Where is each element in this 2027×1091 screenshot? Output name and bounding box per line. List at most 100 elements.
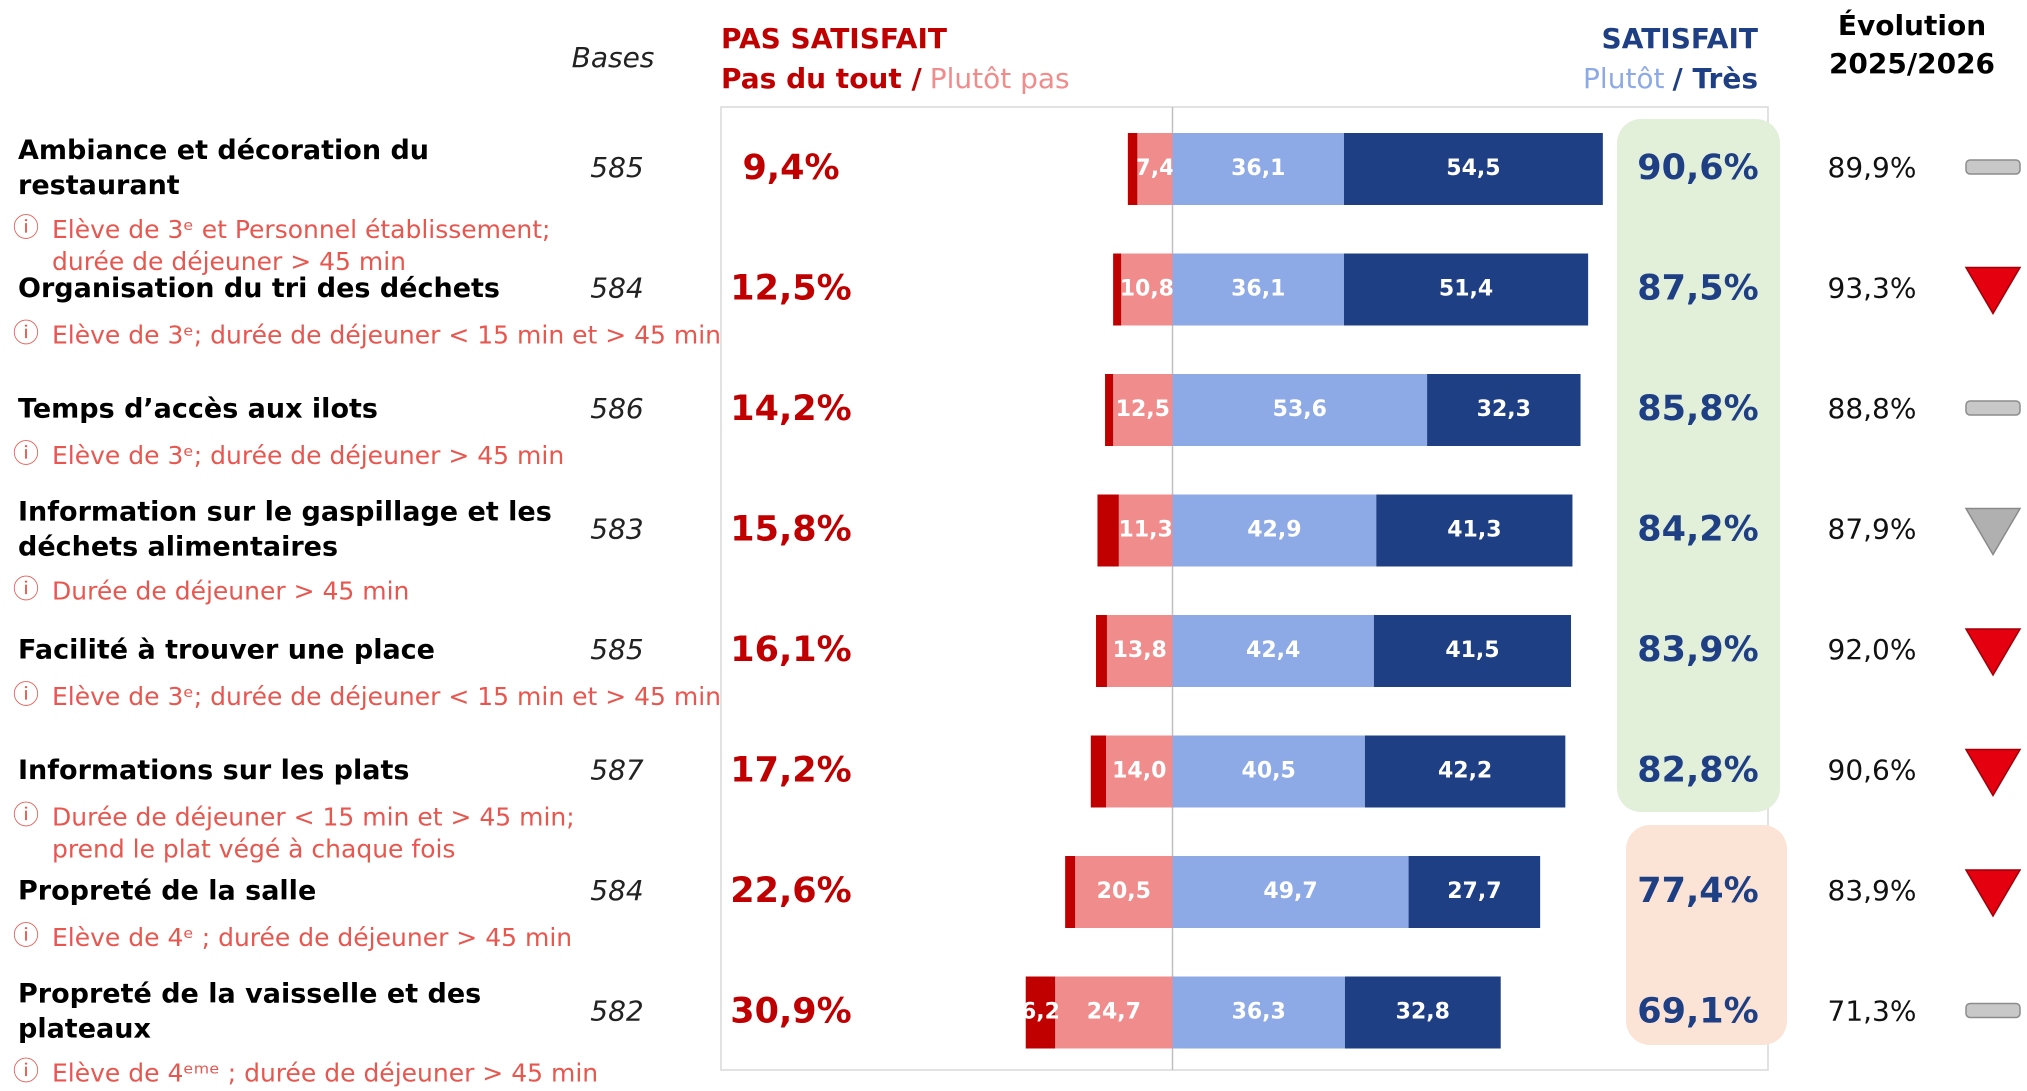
legend-entry: Plutôt [1583, 62, 1665, 95]
bar-label: 42,9 [1247, 518, 1301, 543]
row-label: Organisation du tri des déchets [18, 273, 500, 304]
satisfied-total: 82,8% [1637, 751, 1758, 791]
bar-label: 53,6 [1273, 397, 1327, 422]
note: Elève de 4ᵉ ; durée de déjeuner > 45 min [52, 923, 572, 952]
bar-label: 51,4 [1439, 277, 1493, 302]
bar-segment [1172, 615, 1374, 687]
note: Elève de 3ᵉ; durée de déjeuner < 15 min … [52, 682, 721, 711]
satisfied-total: 85,8% [1637, 389, 1758, 429]
bar-segment [1427, 374, 1581, 446]
base: 582 [590, 995, 643, 1028]
bar-segment [1343, 253, 1589, 326]
satisfied-total: 87,5% [1637, 269, 1758, 309]
bar-segment [1172, 133, 1344, 205]
row-label: plateaux [18, 1014, 151, 1045]
dissatisfied-total: 15,8% [730, 510, 851, 550]
base: 587 [590, 754, 644, 787]
bar-segment [1364, 735, 1566, 808]
bar-segment [1097, 494, 1119, 567]
dissatisfied-total: 14,2% [730, 389, 851, 429]
dissatisfied-subheader: Pas du tout / Plutôt pas [721, 62, 1070, 95]
bar-label: 11,3 [1119, 518, 1173, 543]
row-label: restaurant [18, 170, 180, 201]
bar-segment [1172, 735, 1365, 808]
bar-label: 27,7 [1447, 879, 1501, 904]
legend-entry: / Très [1673, 62, 1758, 95]
dissatisfied-total: 22,6% [730, 871, 851, 911]
bar-segment [1113, 374, 1173, 446]
previous-value: 90,6% [1828, 754, 1917, 787]
bar-label: 41,5 [1445, 638, 1499, 663]
bar-segment [1172, 856, 1409, 928]
evolution-icon [1965, 400, 2021, 416]
bar-label: 12,5 [1116, 397, 1170, 422]
bar-segment [1373, 615, 1572, 687]
legend-entry: Pas du tout / [721, 62, 922, 95]
bar-label: 13,8 [1113, 638, 1167, 663]
row-label: Facilité à trouver une place [18, 635, 435, 666]
evolution-icon [1964, 266, 2022, 315]
evolution-icon [1964, 869, 2022, 918]
bar-segment [1105, 374, 1114, 446]
evolution-icon [1964, 628, 2022, 677]
evolution-header: Évolution [1838, 8, 1986, 42]
satisfied-total: 69,1% [1637, 992, 1758, 1032]
bar-label: 6,2 [1021, 1000, 1060, 1025]
previous-value: 92,0% [1828, 633, 1917, 666]
bar-segment [1172, 494, 1377, 567]
bar-label: 49,7 [1263, 879, 1317, 904]
bar-segment [1137, 133, 1173, 205]
bar-segment [1075, 856, 1173, 928]
note: Elève de 3ᵉ; durée de déjeuner < 15 min … [52, 321, 721, 350]
previous-value: 83,9% [1828, 874, 1917, 907]
evolution-icon [1965, 1002, 2021, 1019]
base: 584 [590, 874, 643, 907]
bar-segment [1106, 735, 1173, 808]
evolution-icon [1964, 748, 2022, 797]
note-icon: ⓘ [13, 440, 39, 470]
bar-label: 14,0 [1112, 759, 1166, 784]
evolution-header: 2025/2026 [1829, 47, 1995, 80]
bar-segment [1344, 976, 1501, 1049]
bar-label: 41,3 [1447, 518, 1501, 543]
evolution-icon [1964, 507, 2022, 556]
bar-segment [1376, 494, 1573, 567]
bar-label: 10,8 [1120, 277, 1174, 302]
previous-value: 89,9% [1828, 151, 1917, 184]
bar-segment [1121, 253, 1173, 326]
bar-label: 36,1 [1231, 277, 1285, 302]
base: 583 [590, 513, 643, 546]
dissatisfied-total: 12,5% [730, 269, 851, 309]
bar-segment [1096, 615, 1107, 687]
satisfied-total: 84,2% [1637, 510, 1758, 550]
satisfied-total: 77,4% [1637, 871, 1758, 911]
previous-value: 93,3% [1828, 272, 1917, 305]
bar-label: 24,7 [1087, 1000, 1141, 1025]
satisfied-highlight [1617, 119, 1780, 812]
satisfied-total: 83,9% [1637, 630, 1758, 670]
note-icon: ⓘ [13, 801, 39, 831]
note: durée de déjeuner > 45 min [52, 247, 406, 276]
note: Durée de déjeuner < 15 min et > 45 min; [52, 803, 575, 832]
bar-segment [1408, 856, 1541, 928]
bar-label: 54,5 [1446, 156, 1500, 181]
base: 586 [590, 392, 643, 425]
satisfied-total: 90,6% [1637, 148, 1758, 188]
bar-label: 42,2 [1438, 759, 1492, 784]
bar-label: 32,3 [1477, 397, 1531, 422]
bar-segment [1090, 735, 1106, 808]
dissatisfied-total: 30,9% [730, 992, 851, 1032]
bar-segment [1106, 615, 1173, 687]
bar-segment [1172, 253, 1344, 326]
row-label: Information sur le gaspillage et les [18, 497, 552, 528]
note-icon: ⓘ [13, 681, 39, 711]
row-label: déchets alimentaires [18, 532, 338, 563]
previous-value: 87,9% [1828, 513, 1917, 546]
bar-segment [1172, 374, 1428, 446]
dissatisfied-total: 9,4% [742, 148, 839, 188]
note: Elève de 3ᵉ; durée de déjeuner > 45 min [52, 441, 564, 470]
bar-segment [1127, 133, 1138, 205]
note: Durée de déjeuner > 45 min [52, 577, 409, 606]
note-icon: ⓘ [13, 575, 39, 605]
bar-segment [1172, 976, 1345, 1049]
